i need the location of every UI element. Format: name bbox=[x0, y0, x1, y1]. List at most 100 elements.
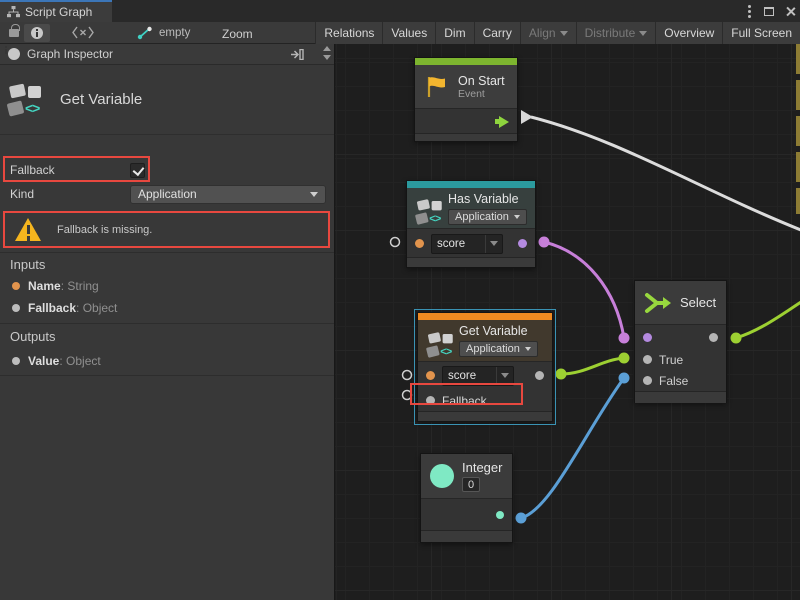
warning-text: Fallback is missing. bbox=[57, 223, 153, 236]
node-title: On Start bbox=[458, 73, 505, 88]
inputs-section-title: Inputs bbox=[10, 257, 46, 272]
fallback-toggle-label: Fallback bbox=[10, 163, 55, 177]
connection-dot-green[interactable] bbox=[730, 332, 742, 344]
chevron-down-icon bbox=[501, 373, 509, 378]
inspected-unit-title: Get Variable bbox=[60, 91, 143, 108]
maximize-icon[interactable] bbox=[764, 6, 774, 16]
wire-output-green[interactable] bbox=[735, 300, 800, 340]
fallback-checkbox[interactable] bbox=[130, 162, 145, 178]
chevron-down-icon bbox=[524, 347, 531, 351]
node-has-variable[interactable]: Has Variable Application score bbox=[406, 180, 536, 268]
wire-layer bbox=[389, 115, 800, 524]
window-menu-icon[interactable] bbox=[748, 9, 751, 13]
node-title: Integer bbox=[462, 459, 503, 475]
graph-icon bbox=[7, 6, 20, 18]
unconnected-port-ring[interactable] bbox=[389, 236, 401, 248]
node-get-variable[interactable]: Get Variable Application score bbox=[414, 309, 556, 425]
connection-icon bbox=[137, 26, 152, 40]
condition-input-port[interactable] bbox=[643, 332, 652, 342]
unconnected-port-ring[interactable] bbox=[401, 369, 413, 381]
graph-canvas[interactable]: On Start Event Has Variable bbox=[334, 44, 800, 600]
select-icon bbox=[645, 292, 671, 313]
port-dot-icon bbox=[12, 304, 20, 312]
selection-output-port[interactable] bbox=[709, 332, 718, 342]
variable-icon bbox=[414, 199, 442, 225]
flow-connection-arrow[interactable] bbox=[521, 110, 533, 124]
inspector-toggle-button[interactable] bbox=[24, 24, 50, 42]
input-port-row: Name: String bbox=[0, 277, 334, 295]
panel-scrollbar[interactable] bbox=[323, 46, 331, 60]
lock-icon[interactable] bbox=[9, 24, 20, 37]
kind-dropdown[interactable]: Application bbox=[130, 184, 326, 204]
align-button[interactable]: Align bbox=[519, 22, 576, 44]
wire-true-green[interactable] bbox=[560, 356, 625, 376]
selection-label: empty bbox=[159, 27, 191, 39]
chevron-down-icon bbox=[490, 241, 498, 246]
variable-name-field[interactable]: score bbox=[431, 233, 503, 254]
connection-dot-green[interactable] bbox=[618, 352, 630, 364]
dock-panel-icon[interactable] bbox=[290, 49, 304, 60]
name-input-port[interactable] bbox=[415, 239, 424, 248]
inspector-header: Graph Inspector bbox=[0, 44, 334, 65]
outputs-section-title: Outputs bbox=[10, 329, 56, 344]
carry-button[interactable]: Carry bbox=[473, 22, 520, 44]
chevron-down-icon bbox=[513, 214, 520, 219]
input-port-row: Fallback: Object bbox=[0, 299, 334, 317]
false-input-port[interactable] bbox=[643, 376, 652, 385]
connection-dot-blue[interactable] bbox=[515, 512, 527, 524]
wire-control-white[interactable] bbox=[530, 115, 800, 232]
right-edge-panel-sliver bbox=[796, 44, 800, 214]
variable-kind-dropdown[interactable]: Application bbox=[448, 208, 527, 225]
integer-value-field[interactable]: 0 bbox=[462, 476, 480, 492]
chevron-down-icon bbox=[559, 30, 568, 36]
variable-color-strip bbox=[407, 181, 535, 188]
node-on-start[interactable]: On Start Event bbox=[414, 57, 518, 142]
overview-button[interactable]: Overview bbox=[655, 22, 723, 44]
close-icon[interactable] bbox=[785, 6, 796, 17]
scroll-up-icon[interactable] bbox=[323, 46, 331, 51]
inspector-title: Graph Inspector bbox=[27, 47, 114, 61]
distribute-button[interactable]: Distribute bbox=[575, 22, 656, 44]
values-button[interactable]: Values bbox=[382, 22, 436, 44]
bool-output-port[interactable] bbox=[518, 239, 527, 248]
info-icon bbox=[8, 48, 20, 60]
warning-icon bbox=[15, 218, 41, 241]
connection-dot-blue[interactable] bbox=[618, 372, 630, 384]
relations-button[interactable]: Relations bbox=[315, 22, 383, 44]
port-dot-icon bbox=[12, 357, 20, 365]
connection-dot-green[interactable] bbox=[555, 368, 567, 380]
tab-script-graph[interactable]: Script Graph bbox=[0, 0, 112, 22]
scroll-down-icon[interactable] bbox=[323, 55, 331, 60]
variable-name-field[interactable]: score bbox=[442, 365, 514, 386]
unconnected-port-ring[interactable] bbox=[401, 389, 413, 401]
name-input-port[interactable] bbox=[426, 371, 435, 380]
warning-box: Fallback is missing. bbox=[3, 211, 330, 248]
connection-dot-purple[interactable] bbox=[618, 332, 630, 344]
dim-button[interactable]: Dim bbox=[435, 22, 474, 44]
flag-icon bbox=[427, 76, 445, 97]
connection-dot-purple[interactable] bbox=[538, 236, 550, 248]
node-integer[interactable]: Integer 0 bbox=[420, 453, 513, 543]
variable-icon bbox=[425, 331, 453, 358]
graph-inspector-panel: Graph Inspector Get Variable Fallback Ki… bbox=[0, 44, 334, 600]
node-title: Has Variable bbox=[448, 191, 519, 206]
graph-toolbar: empty Zoom 1x Relations Values Dim Carry… bbox=[0, 22, 800, 60]
value-output-port[interactable] bbox=[535, 371, 544, 380]
integer-output-port[interactable] bbox=[496, 511, 504, 519]
full-screen-button[interactable]: Full Screen bbox=[722, 22, 800, 44]
tab-label: Script Graph bbox=[25, 5, 93, 19]
chevron-down-icon bbox=[310, 191, 318, 197]
variable-color-strip bbox=[418, 313, 552, 320]
node-select[interactable]: Select True False bbox=[634, 280, 727, 403]
wire-condition-purple[interactable] bbox=[543, 240, 626, 339]
title-bar: Script Graph bbox=[0, 0, 800, 22]
code-view-icon[interactable] bbox=[72, 26, 94, 39]
port-dot-icon bbox=[12, 282, 20, 290]
variable-kind-dropdown[interactable]: Application bbox=[459, 341, 538, 357]
toolbar-buttons: Relations Values Dim Carry Align Distrib… bbox=[315, 22, 800, 44]
true-input-port[interactable] bbox=[643, 355, 652, 364]
flow-output-port[interactable] bbox=[495, 115, 509, 128]
fallback-port-label: Fallback bbox=[442, 393, 487, 408]
fallback-input-port[interactable] bbox=[426, 396, 435, 405]
